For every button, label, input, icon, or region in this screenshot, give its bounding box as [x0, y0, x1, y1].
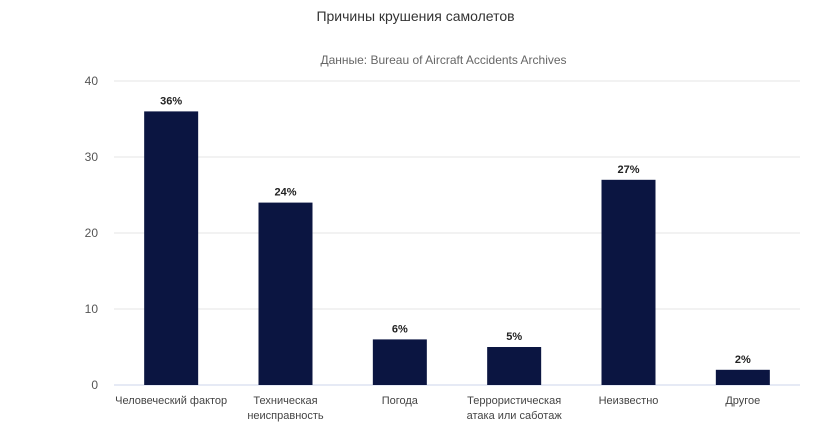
x-tick-label: Другое: [725, 395, 760, 407]
x-tick-label-line: Другое: [725, 395, 760, 407]
data-label: 24%: [274, 187, 296, 199]
data-label: 27%: [617, 164, 639, 176]
x-tick-label-line: Неизвестно: [599, 395, 659, 407]
data-label: 2%: [735, 354, 751, 366]
chart-title: Причины крушения самолетов: [316, 8, 515, 24]
bar: [372, 339, 427, 385]
x-tick-label: Человеческий фактор: [115, 395, 227, 407]
data-label: 6%: [392, 323, 408, 335]
y-tick-label: 0: [91, 378, 98, 392]
x-tick-label: Террористическая атака или саботаж: [467, 395, 563, 422]
bar: [715, 369, 770, 385]
bar: [487, 347, 542, 385]
y-tick-label: 10: [85, 302, 99, 316]
x-tick-label-line: Человеческий фактор: [115, 395, 227, 407]
x-tick-label: Погода: [382, 395, 419, 407]
y-tick-label: 20: [85, 226, 99, 240]
x-tick-label: Неизвестно: [599, 395, 659, 407]
y-tick-label: 30: [85, 150, 99, 164]
chart-subtitle: Данные: Bureau of Aircraft Accidents Arc…: [320, 53, 567, 67]
x-tick-label-line: атака или саботаж: [467, 410, 563, 422]
bar: [601, 179, 656, 385]
x-tick-label-line: Террористическая: [467, 395, 561, 407]
bar: [258, 202, 313, 385]
x-tick-label-line: Техническая: [253, 395, 317, 407]
x-tick-label-line: неисправность: [247, 410, 324, 422]
bar: [144, 111, 199, 386]
x-tick-label: Техническая неисправность: [247, 395, 324, 422]
data-label: 36%: [160, 95, 182, 107]
y-tick-label: 40: [85, 74, 99, 88]
data-label: 5%: [506, 331, 522, 343]
x-tick-label-line: Погода: [382, 395, 419, 407]
